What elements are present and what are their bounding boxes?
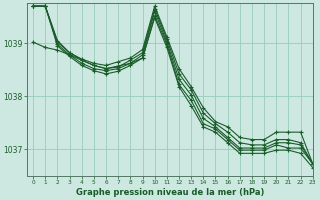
X-axis label: Graphe pression niveau de la mer (hPa): Graphe pression niveau de la mer (hPa) <box>76 188 264 197</box>
